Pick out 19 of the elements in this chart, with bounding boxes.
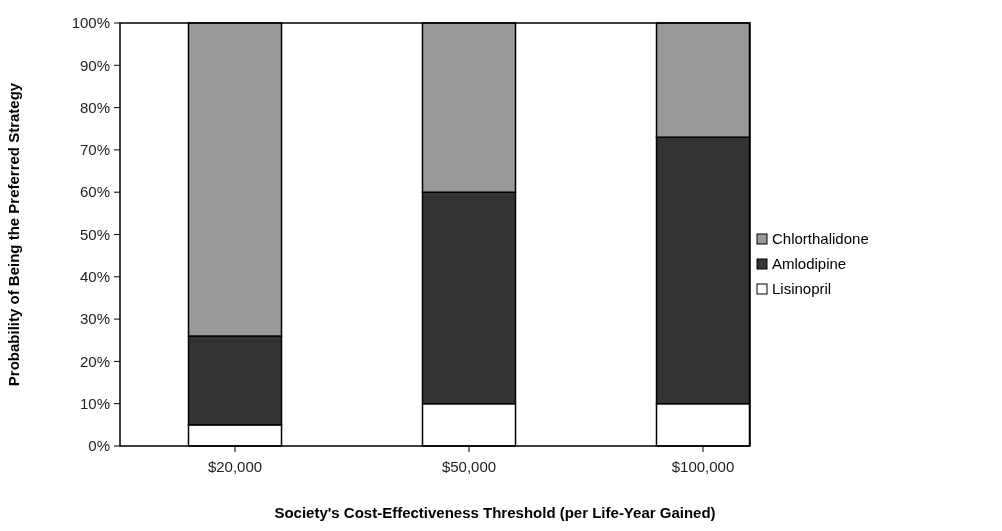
y-tick-label: 60%	[79, 183, 110, 201]
legend-label: Amlodipine	[772, 255, 847, 273]
legend-label: Lisinopril	[772, 280, 832, 298]
x-tick-label: $100,000	[671, 458, 735, 475]
y-tick-label: 20%	[79, 352, 110, 370]
y-tick-label: 70%	[79, 141, 110, 159]
y-tick-label: 90%	[79, 56, 110, 74]
y-tick-label: 30%	[79, 310, 110, 328]
y-tick-label: 50%	[79, 225, 110, 243]
y-tick-label: 10%	[79, 394, 110, 412]
x-tick-label: $20,000	[207, 458, 263, 475]
legend-label: Chlorthalidone	[772, 230, 869, 248]
y-tick-label: 40%	[79, 268, 110, 286]
y-axis-title: Probability of Being the Preferred Strategy	[5, 82, 22, 387]
y-tick-label: 0%	[88, 437, 110, 455]
y-tick-label: 80%	[79, 98, 110, 116]
y-tick-label: 100%	[71, 14, 110, 32]
x-tick-label: $50,000	[441, 458, 497, 475]
x-axis-title: Society's Cost-Effectiveness Threshold (per Life-Year Gained)	[274, 504, 716, 521]
